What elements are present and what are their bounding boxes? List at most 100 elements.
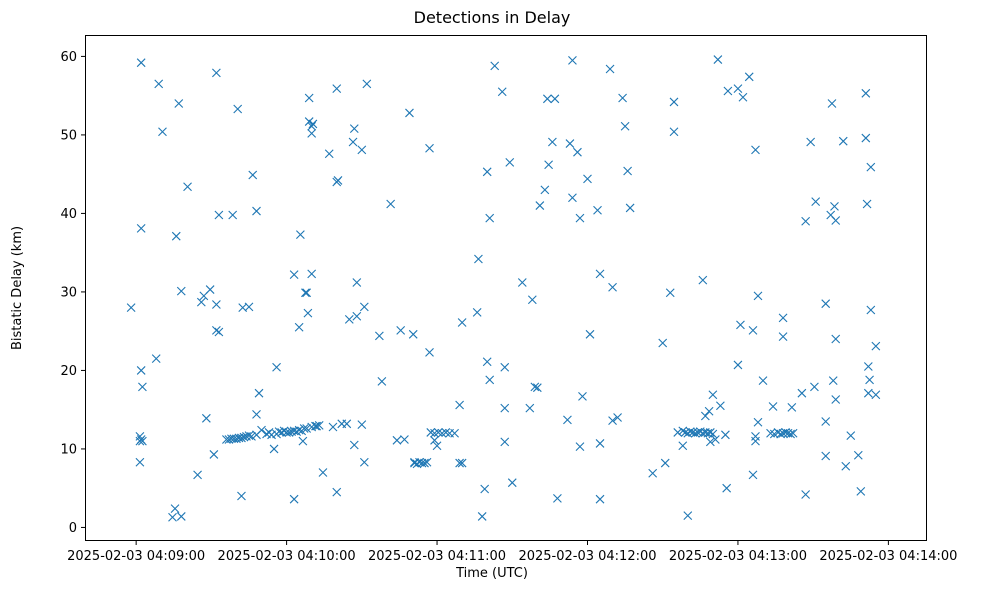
data-point-177 [705, 437, 715, 447]
data-point-12 [158, 127, 167, 137]
data-point-224 [831, 395, 841, 404]
data-point-50 [307, 128, 317, 138]
data-point-228 [841, 461, 851, 471]
data-point-121 [532, 383, 542, 393]
data-point-127 [547, 137, 557, 147]
data-point-87 [422, 457, 432, 467]
data-point-109 [485, 375, 495, 385]
data-point-126 [544, 160, 554, 170]
data-point-150 [623, 166, 633, 176]
data-point-184 [723, 86, 733, 96]
data-point-238 [866, 305, 876, 315]
data-point-65 [348, 137, 358, 147]
data-point-102 [457, 318, 467, 327]
data-point-7 [135, 457, 145, 467]
data-point-105 [477, 512, 487, 521]
data-point-241 [871, 341, 881, 351]
x-tick-label-5: 2025-02-03 04:14:00 [819, 549, 957, 564]
data-point-236 [863, 388, 873, 398]
data-point-240 [871, 390, 881, 400]
data-point-268 [289, 426, 299, 436]
data-point-269 [284, 428, 294, 437]
data-point-73 [374, 331, 384, 341]
data-point-19 [183, 182, 192, 192]
data-point-56 [328, 422, 338, 432]
data-point-141 [595, 269, 605, 279]
data-point-25 [209, 450, 219, 459]
data-point-139 [585, 329, 595, 339]
data-point-208 [778, 313, 788, 323]
data-point-37 [252, 206, 261, 216]
data-point-160 [678, 426, 688, 436]
data-point-178 [708, 390, 718, 400]
data-point-58 [332, 487, 342, 497]
data-point-182 [721, 430, 730, 440]
data-point-14 [170, 504, 180, 513]
data-point-96 [441, 428, 451, 437]
data-point-1 [136, 58, 146, 68]
data-point-152 [648, 468, 658, 478]
data-point-101 [457, 458, 467, 468]
data-point-125 [542, 94, 552, 104]
y-tick-label-6: 60 [60, 50, 77, 65]
data-point-266 [299, 424, 309, 433]
data-point-159 [678, 441, 688, 451]
data-point-250 [269, 444, 279, 454]
data-point-10 [151, 354, 161, 364]
x-tick-label-3: 2025-02-03 04:12:00 [518, 549, 656, 564]
data-point-213 [801, 490, 811, 499]
data-point-135 [575, 213, 585, 223]
data-point-194 [751, 145, 760, 155]
data-point-17 [176, 286, 186, 296]
x-axis-label: Time (UTC) [455, 566, 528, 581]
data-point-80 [408, 329, 418, 339]
data-point-151 [625, 203, 635, 213]
data-point-123 [525, 403, 535, 413]
data-point-133 [568, 55, 577, 65]
data-point-237 [865, 375, 874, 385]
data-point-108 [482, 357, 492, 367]
data-point-93 [430, 428, 439, 438]
data-point-181 [715, 401, 725, 411]
data-point-13 [168, 512, 177, 522]
data-point-216 [811, 197, 821, 207]
data-point-30 [214, 210, 224, 220]
y-axis-ticks: 0 10 20 30 40 50 60 [60, 50, 86, 536]
y-tick-label-1: 10 [60, 442, 77, 457]
data-point-137 [578, 391, 587, 401]
data-point-39 [254, 388, 264, 398]
data-point-130 [563, 415, 572, 425]
data-point-104 [472, 307, 482, 317]
data-point-197 [758, 376, 768, 386]
points-layer [126, 55, 881, 522]
data-point-233 [861, 133, 871, 143]
data-point-32 [233, 104, 243, 114]
data-point-117 [507, 478, 517, 488]
data-point-113 [500, 437, 510, 447]
data-point-179 [710, 435, 720, 444]
data-point-217 [821, 417, 831, 426]
data-point-47 [304, 93, 314, 103]
data-point-264 [314, 420, 324, 430]
data-point-272 [262, 429, 271, 439]
data-point-239 [866, 162, 876, 172]
data-point-115 [500, 362, 510, 372]
data-point-232 [861, 88, 871, 98]
data-point-235 [863, 362, 873, 371]
data-point-132 [568, 193, 577, 203]
data-point-193 [751, 436, 760, 446]
data-point-95 [437, 428, 447, 438]
y-axis-label: Bistatic Delay (km) [10, 226, 25, 350]
data-point-175 [700, 411, 710, 421]
data-point-157 [669, 97, 679, 107]
data-point-271 [274, 427, 284, 437]
data-point-128 [550, 94, 560, 104]
data-point-114 [500, 403, 510, 413]
data-point-174 [698, 275, 708, 285]
data-point-31 [228, 210, 238, 220]
data-point-145 [608, 282, 617, 292]
data-point-55 [324, 149, 334, 159]
data-point-18 [176, 512, 186, 521]
